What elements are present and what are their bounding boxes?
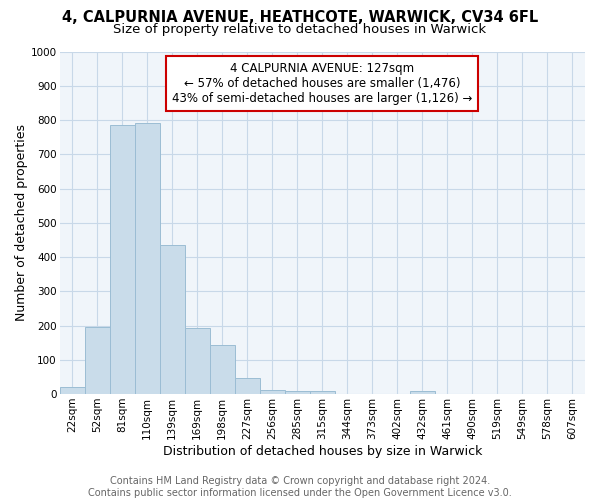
Bar [210,346,235,394]
Bar [110,125,135,394]
Text: 4, CALPURNIA AVENUE, HEATHCOTE, WARWICK, CV34 6FL: 4, CALPURNIA AVENUE, HEATHCOTE, WARWICK,… [62,10,538,25]
Bar [410,390,435,394]
Bar [59,387,85,394]
Bar [160,245,185,394]
Text: Size of property relative to detached houses in Warwick: Size of property relative to detached ho… [113,22,487,36]
Bar [310,390,335,394]
Bar [260,390,285,394]
Bar [85,327,110,394]
Bar [285,390,310,394]
Bar [235,378,260,394]
Bar [135,124,160,394]
Text: 4 CALPURNIA AVENUE: 127sqm
← 57% of detached houses are smaller (1,476)
43% of s: 4 CALPURNIA AVENUE: 127sqm ← 57% of deta… [172,62,473,105]
X-axis label: Distribution of detached houses by size in Warwick: Distribution of detached houses by size … [163,444,482,458]
Text: Contains HM Land Registry data © Crown copyright and database right 2024.
Contai: Contains HM Land Registry data © Crown c… [88,476,512,498]
Y-axis label: Number of detached properties: Number of detached properties [15,124,28,322]
Bar [185,328,210,394]
